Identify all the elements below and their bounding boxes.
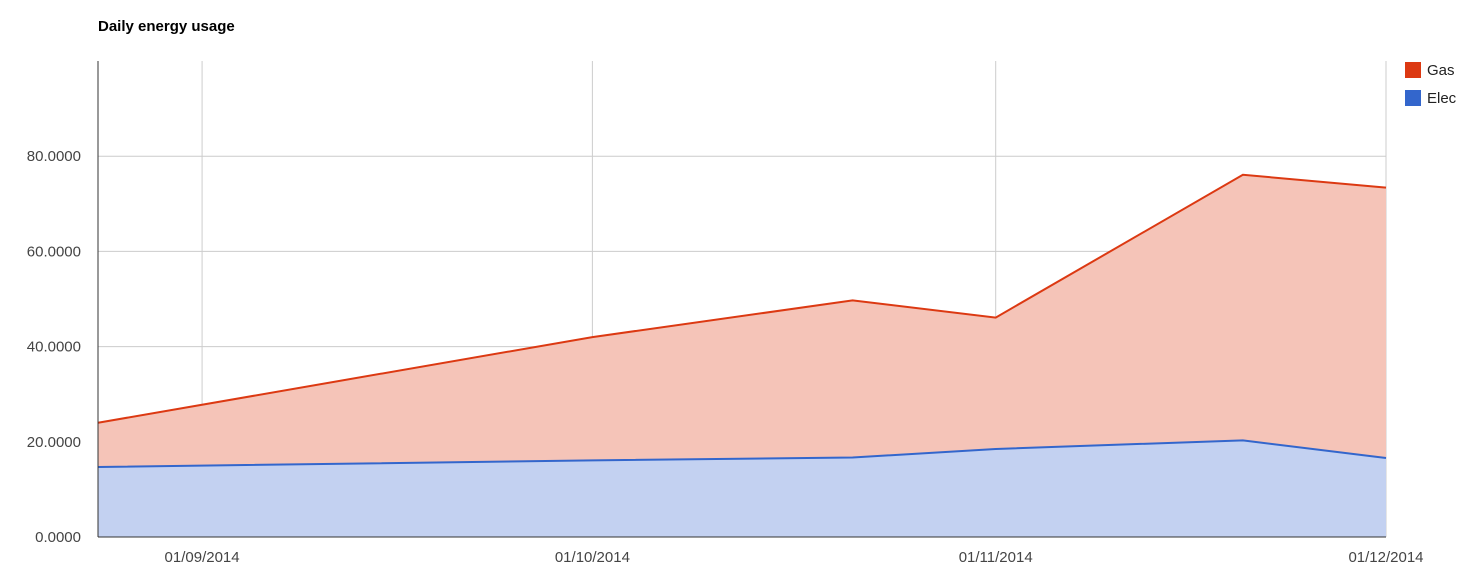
line-gas <box>97 173 1387 424</box>
y-tick-label: 20.0000 <box>27 434 81 451</box>
line-elec <box>97 439 1387 469</box>
area-elec <box>98 440 1386 537</box>
series-lines <box>97 173 1387 469</box>
axes: 0.0000 20.0000 40.0000 60.0000 80.0000 01/09/… <box>27 61 1424 566</box>
y-tick-label: 40.0000 <box>27 339 81 356</box>
areas <box>98 174 1386 537</box>
y-tick-label: 60.0000 <box>27 243 81 260</box>
legend-swatch-elec <box>1405 90 1421 106</box>
legend: Gas Elec <box>1405 62 1457 107</box>
y-tick-label: 0.0000 <box>35 529 81 546</box>
x-tick-label: 01/11/2014 <box>959 549 1033 566</box>
area-gas <box>98 174 1386 468</box>
x-tick-label: 01/12/2014 <box>1348 549 1423 566</box>
chart-title: Daily energy usage <box>98 18 235 35</box>
x-tick-label: 01/09/2014 <box>165 549 240 566</box>
legend-label-gas: Gas <box>1427 62 1455 79</box>
legend-swatch-gas <box>1405 62 1421 78</box>
legend-label-elec: Elec <box>1427 90 1457 107</box>
x-tick-label: 01/10/2014 <box>555 549 630 566</box>
y-tick-label: 80.0000 <box>27 148 81 165</box>
